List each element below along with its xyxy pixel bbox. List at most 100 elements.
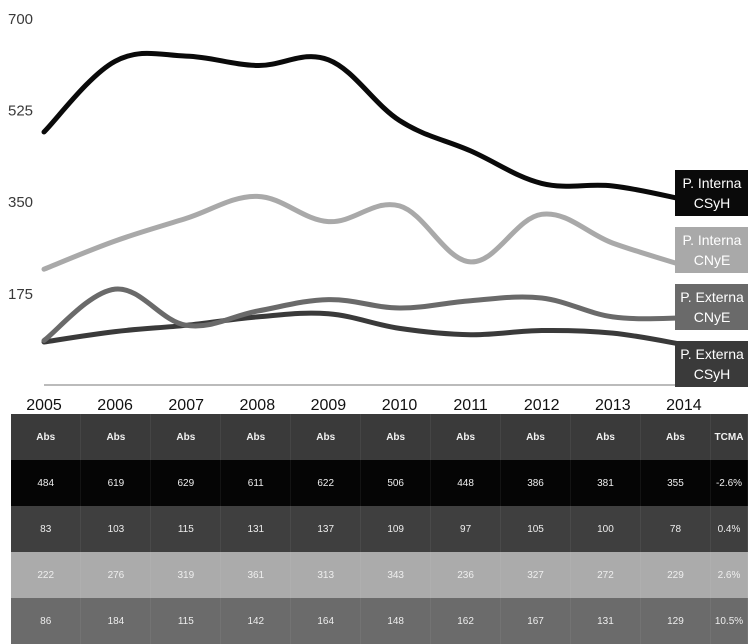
table-cell: 222 xyxy=(11,552,82,598)
x-tick-label: 2005 xyxy=(26,397,62,414)
series-line xyxy=(41,310,687,348)
table-row: 86 184 115 142 164 148 162 167 131 129 10.5% xyxy=(11,598,748,644)
x-tick-label: 2012 xyxy=(524,397,560,414)
table-header-cell: Abs xyxy=(640,414,712,460)
table-cell: -2.6% xyxy=(710,460,748,506)
table-row: 484 619 629 611 622 506 448 386 381 355 -2.6% xyxy=(11,460,748,506)
table-header-cell: Abs xyxy=(220,414,292,460)
series-labels: P. Interna CSyH P. Interna CNyE P. Externa CN… xyxy=(675,170,748,387)
series-label: P. Externa CNyE xyxy=(675,284,748,330)
y-tick-label: 525 xyxy=(8,103,33,120)
table-cell: 619 xyxy=(80,460,152,506)
table-cell: 506 xyxy=(360,460,432,506)
table-header-cell: Abs xyxy=(500,414,571,460)
table-cell: 137 xyxy=(290,506,362,552)
table-cell: 622 xyxy=(290,460,362,506)
series-label-box xyxy=(675,341,748,387)
table-cell: 115 xyxy=(150,506,222,552)
series-label-box xyxy=(675,284,748,330)
table-cell: 10.5% xyxy=(710,598,748,644)
table-cell: 184 xyxy=(80,598,152,644)
series-line xyxy=(41,286,687,343)
table-cell: 162 xyxy=(430,598,502,644)
x-tick-label: 2008 xyxy=(240,397,276,414)
table-cell: 229 xyxy=(640,552,712,598)
table-cell: 629 xyxy=(150,460,222,506)
table-header-cell: Abs xyxy=(570,414,641,460)
x-tick-label: 2014 xyxy=(666,397,702,414)
table-row: 83 103 115 131 137 109 97 105 100 78 0.4% xyxy=(11,506,748,552)
series-label-box xyxy=(675,227,748,273)
data-table: Abs Abs Abs Abs Abs Abs Abs Abs Abs Abs TCMA 484 619… xyxy=(11,414,748,644)
x-tick-label: 2010 xyxy=(382,397,418,414)
series-label-text: P. Externa xyxy=(680,289,744,305)
table-header-cell: Abs xyxy=(80,414,152,460)
table-cell: 343 xyxy=(360,552,432,598)
table-cell: 142 xyxy=(220,598,292,644)
table-header-cell: Abs xyxy=(360,414,432,460)
table-cell: 115 xyxy=(150,598,222,644)
table-cell: 236 xyxy=(430,552,502,598)
table-cell: 381 xyxy=(570,460,641,506)
table-cell: 319 xyxy=(150,552,222,598)
table-cell: 327 xyxy=(500,552,571,598)
table-cell: 97 xyxy=(430,506,502,552)
x-axis-ticks: 2005 2006 2007 2008 2009 2010 2011 2012 2013 2014 xyxy=(26,397,702,414)
series-label-text: P. Externa xyxy=(680,346,744,362)
table-cell: 2.6% xyxy=(710,552,748,598)
table-cell: 448 xyxy=(430,460,502,506)
table-cell: 164 xyxy=(290,598,362,644)
table-header-cell: Abs xyxy=(290,414,362,460)
table-header-cell: Abs xyxy=(11,414,82,460)
series-label-text: CNyE xyxy=(694,309,731,325)
series-label-text: CSyH xyxy=(694,366,731,382)
table-header-cell: Abs xyxy=(150,414,222,460)
table-header-row: Abs Abs Abs Abs Abs Abs Abs Abs Abs Abs TCMA xyxy=(11,414,748,460)
series-label-text: P. Interna xyxy=(683,175,742,191)
table-cell: 361 xyxy=(220,552,292,598)
line-chart: 175 350 525 700 P. Interna CSyH P. Interna CNy… xyxy=(8,11,748,414)
table-header-cell: TCMA xyxy=(710,414,748,460)
x-tick-label: 2007 xyxy=(168,397,204,414)
table-cell: 272 xyxy=(570,552,641,598)
table-cell: 355 xyxy=(640,460,712,506)
series-line xyxy=(41,193,687,272)
table-cell: 611 xyxy=(220,460,292,506)
y-tick-label: 350 xyxy=(8,194,33,211)
table-cell: 167 xyxy=(500,598,571,644)
series-label: P. Interna CSyH xyxy=(675,170,748,216)
table-cell: 105 xyxy=(500,506,571,552)
table-cell: 103 xyxy=(80,506,152,552)
table-cell: 484 xyxy=(11,460,82,506)
series-label-text: CNyE xyxy=(694,252,731,268)
series-label: P. Interna CNyE xyxy=(675,227,748,273)
table-cell: 386 xyxy=(500,460,571,506)
x-tick-label: 2009 xyxy=(311,397,347,414)
table-cell: 100 xyxy=(570,506,641,552)
table-cell: 276 xyxy=(80,552,152,598)
series-line xyxy=(41,50,687,203)
y-tick-label: 700 xyxy=(8,11,33,28)
table-cell: 129 xyxy=(640,598,712,644)
table-row: 222 276 319 361 313 343 236 327 272 229 2.6% xyxy=(11,552,748,598)
series-label-text: P. Interna xyxy=(683,232,742,248)
table-cell: 131 xyxy=(570,598,641,644)
series-lines xyxy=(41,50,687,348)
table-cell: 83 xyxy=(11,506,82,552)
x-tick-label: 2006 xyxy=(97,397,133,414)
series-label-text: CSyH xyxy=(694,195,731,211)
table-cell: 109 xyxy=(360,506,432,552)
table-cell: 0.4% xyxy=(710,506,748,552)
series-label-box xyxy=(675,170,748,216)
y-tick-label: 175 xyxy=(8,286,33,303)
x-tick-label: 2011 xyxy=(453,397,488,414)
table-cell: 148 xyxy=(360,598,432,644)
table-cell: 78 xyxy=(640,506,712,552)
table-cell: 86 xyxy=(11,598,82,644)
table-cell: 313 xyxy=(290,552,362,598)
series-label: P. Externa CSyH xyxy=(675,341,748,387)
x-tick-label: 2013 xyxy=(595,397,631,414)
table-cell: 131 xyxy=(220,506,292,552)
table-header-cell: Abs xyxy=(430,414,502,460)
y-axis-ticks: 175 350 525 700 xyxy=(8,11,33,303)
